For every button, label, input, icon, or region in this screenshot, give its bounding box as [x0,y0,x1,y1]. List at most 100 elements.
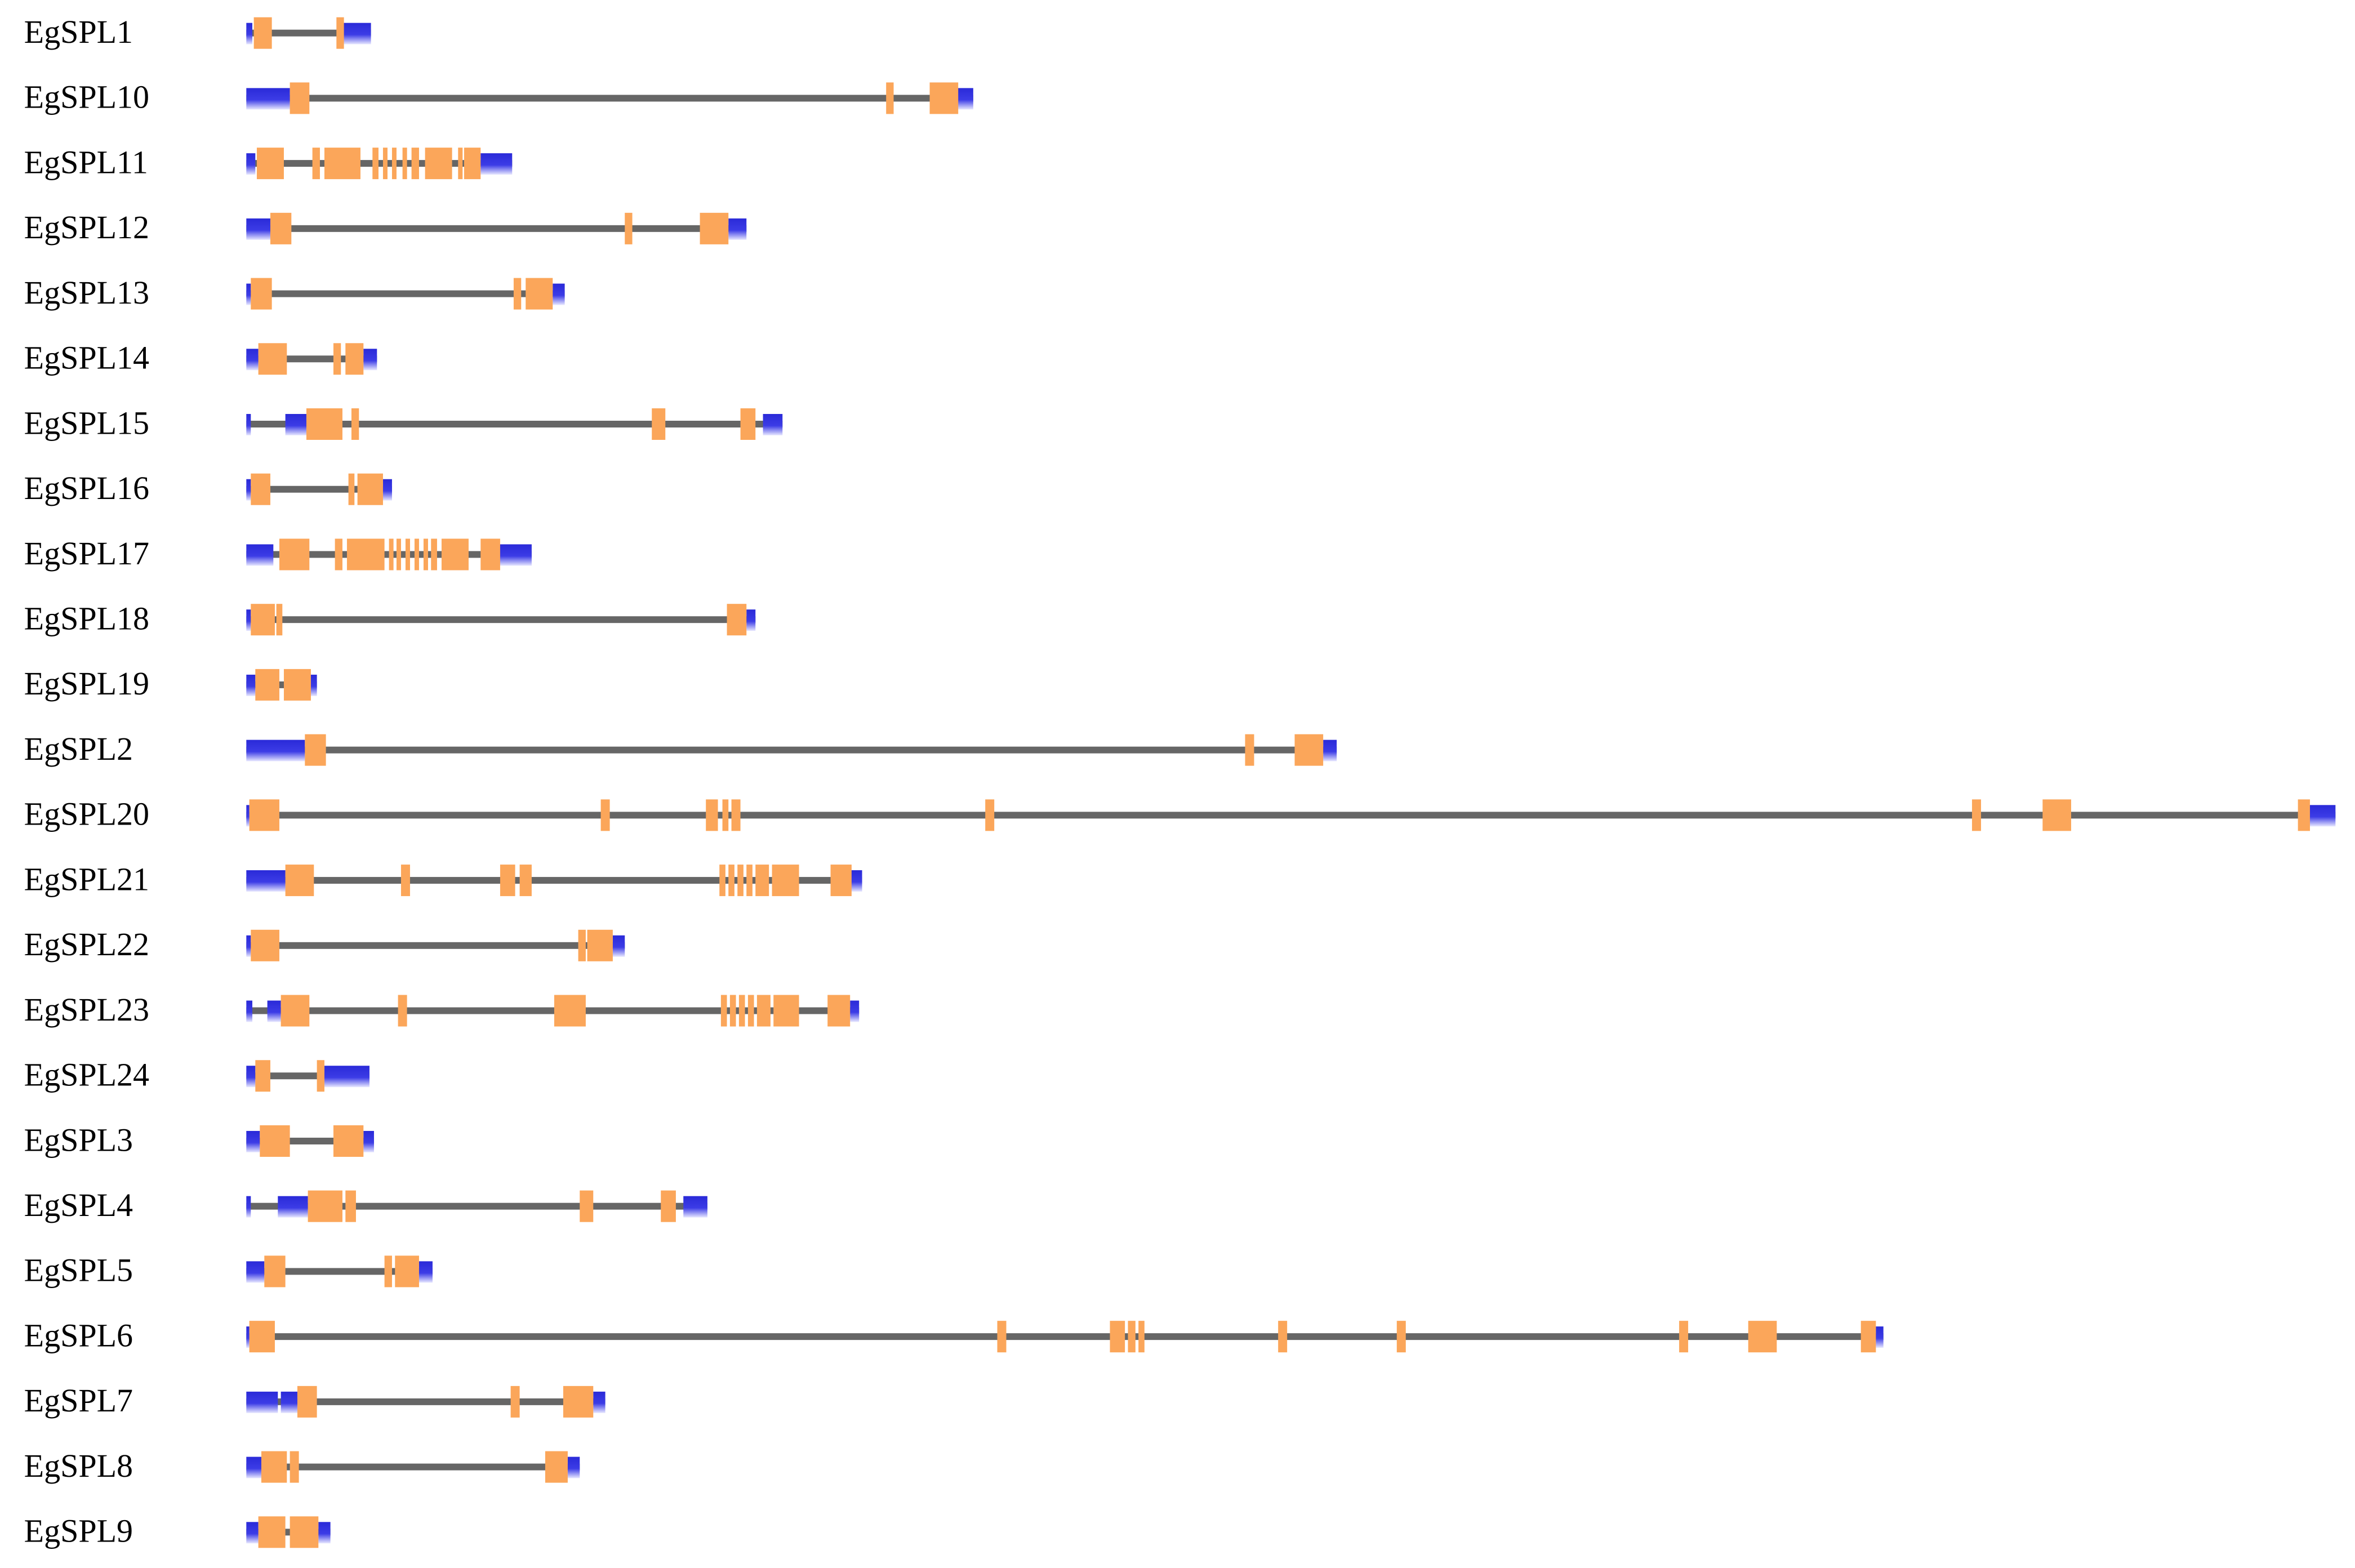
exon [464,148,481,180]
exon [727,604,747,636]
exon [336,17,344,49]
exon [281,995,310,1027]
exon [830,865,852,897]
exon [297,1386,317,1418]
utr [246,1391,278,1413]
exon [1679,1321,1689,1353]
utr [246,609,251,631]
exon [563,1386,594,1418]
gene-label: EgSPL2 [24,730,133,767]
exon [335,538,342,571]
exon [253,17,272,49]
exon [270,212,292,244]
exon [526,278,553,310]
exon [255,1060,270,1092]
intron-line [246,29,371,37]
utr [246,88,290,110]
intron-line [246,942,625,949]
gene-label: EgSPL18 [24,600,149,636]
utr [363,349,377,371]
utr [246,349,259,371]
exon [249,799,279,831]
exon [2042,799,2072,831]
exon [305,734,326,766]
exon [2298,799,2311,831]
gene-label: EgSPL21 [24,861,149,897]
utr [246,1522,259,1544]
intron-line [246,877,862,884]
intron-line [246,225,747,232]
gene-label: EgSPL12 [24,209,149,246]
exon [747,995,754,1027]
utr [246,740,305,761]
utr [246,805,250,827]
utr [363,1130,374,1152]
utr [246,479,251,501]
exon [391,148,397,180]
gene-label: EgSPL15 [24,404,149,441]
exon [772,865,799,897]
utr [1876,1326,1884,1348]
utr [246,23,252,44]
exon [255,669,279,701]
exon [261,1451,287,1483]
exon [722,799,729,831]
exon [306,408,342,440]
gene-label: EgSPL24 [24,1057,149,1093]
utr [480,153,513,175]
exon [290,1451,299,1483]
exon [251,278,272,310]
exon [1278,1321,1288,1353]
exon [251,929,279,961]
utr [763,414,783,436]
exon [740,408,756,440]
exon [827,995,851,1027]
gene-label: EgSPL11 [24,144,148,180]
exon [578,929,586,961]
exon [395,1255,419,1288]
exon [249,1321,275,1353]
exon [423,538,428,571]
exon [773,995,799,1027]
gene-label: EgSPL1 [24,14,133,50]
exon [260,1125,290,1157]
gene-label: EgSPL7 [24,1382,133,1419]
utr [728,218,747,240]
exon [700,212,729,244]
exon [258,343,287,375]
exon [256,148,284,180]
exon [1748,1321,1777,1353]
utr [850,870,862,892]
utr [246,1456,261,1478]
gene-label: EgSPL9 [24,1513,133,1549]
utr [956,88,973,110]
exon [324,148,360,180]
utr [246,283,251,305]
exon [396,538,401,571]
exon [308,1190,342,1222]
exon [411,148,419,180]
exon [346,538,385,571]
utr [746,609,756,631]
utr [1323,740,1337,761]
exon [519,865,532,897]
utr [285,414,306,436]
gene-label: EgSPL13 [24,274,149,311]
exon [886,82,894,114]
exon [554,995,586,1027]
exon [720,995,727,1027]
utr [246,153,256,175]
utr [683,1196,707,1218]
exon [1138,1321,1145,1353]
exon [285,865,314,897]
exon [345,343,364,375]
exon [290,1516,319,1548]
gene-label: EgSPL4 [24,1187,133,1223]
exon [1294,734,1324,766]
exon [402,148,407,180]
gene-label: EgSPL20 [24,796,149,832]
utr [246,1196,251,1218]
exon [425,148,452,180]
exon [1972,799,1982,831]
